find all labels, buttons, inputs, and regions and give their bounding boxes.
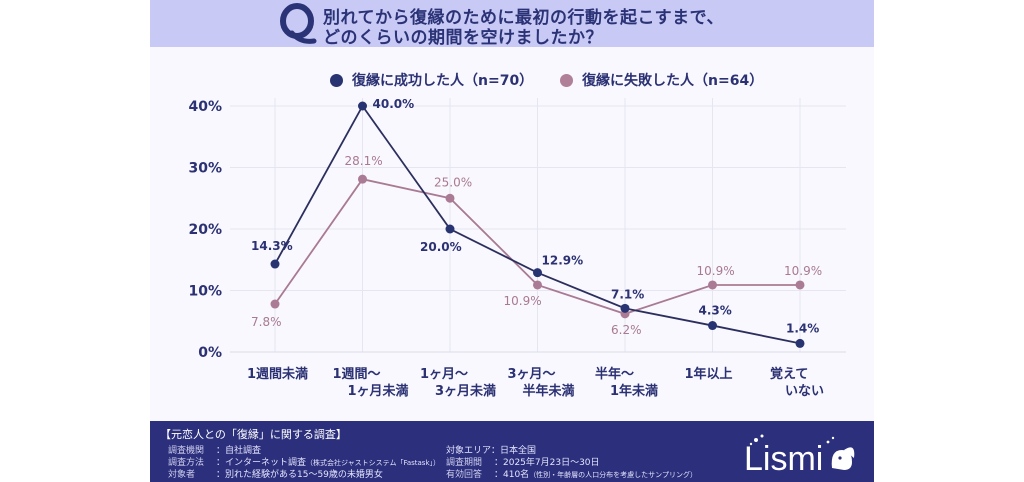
question-header: 別れてから復縁のために最初の行動を起こすまで、 どのくらいの期間を空けましたか？ bbox=[150, 0, 874, 48]
info-value: ：自社調査 bbox=[216, 446, 262, 456]
success-data-point bbox=[533, 268, 542, 278]
y-tick-label: 0% bbox=[198, 345, 222, 361]
failure-data-label: 25.0% bbox=[434, 175, 472, 189]
success-data-point bbox=[270, 259, 280, 269]
failure-data-point bbox=[358, 174, 367, 184]
survey-info-responses: 有効回答 ：410名（性別・年齢層の人口分布を考慮したサンプリング） bbox=[446, 467, 697, 480]
info-label: 調査期間 bbox=[446, 458, 483, 468]
info-label: 有効回答 bbox=[446, 470, 483, 480]
info-label: 対象エリア bbox=[446, 446, 492, 456]
failure-data-point bbox=[270, 299, 280, 309]
x-tick-label: 1週間未満 bbox=[247, 366, 308, 382]
failure-data-label: 10.9% bbox=[784, 264, 822, 278]
success-data-label: 14.3% bbox=[251, 239, 293, 253]
title-line-1: 別れてから復縁のために最初の行動を起こすまで、 bbox=[323, 8, 724, 28]
failure-data-label: 28.1% bbox=[345, 154, 383, 168]
info-value: ：インターネット調査 bbox=[216, 458, 307, 468]
legend-marker-success bbox=[330, 73, 343, 87]
success-data-label: 1.4% bbox=[786, 321, 819, 335]
failure-data-point bbox=[708, 280, 717, 290]
info-value: ：2025年7月23日〜30日 bbox=[494, 458, 600, 468]
x-tick-label: 1年未満 bbox=[610, 383, 658, 399]
info-note: （株式会社ジャストシステム「Fastask」） bbox=[306, 459, 441, 467]
failure-data-point bbox=[445, 193, 455, 203]
survey-info-footer: 【元恋人との「復縁」に関する調査】 調査機関 ：自社調査 調査方法 ：インターネット… bbox=[150, 421, 874, 482]
infographic-card: 別れてから復縁のために最初の行動を起こすまで、 どのくらいの期間を空けましたか？… bbox=[150, 0, 874, 482]
x-tick-label: 覚えて bbox=[769, 366, 808, 382]
legend-label-failure: 復縁に失敗した人（n=64） bbox=[582, 73, 764, 89]
y-tick-label: 30% bbox=[188, 161, 222, 177]
chart-legend: 復縁に成功した人（n=70） 復縁に失敗した人（n=64） bbox=[330, 70, 785, 91]
x-tick-label: 1週間〜 bbox=[333, 367, 381, 382]
failure-data-label: 10.9% bbox=[504, 294, 542, 308]
success-data-label: 20.0% bbox=[420, 240, 462, 254]
x-tick-label: 3ヶ月未満 bbox=[435, 383, 496, 399]
survey-info-period: 調査期間 ：2025年7月23日〜30日 bbox=[446, 455, 600, 468]
x-tick-label: 半年未満 bbox=[523, 383, 575, 399]
lismio-logo: Lismi bbox=[744, 434, 855, 478]
x-tick-label: 1ヶ月未満 bbox=[348, 383, 409, 399]
survey-title: 【元恋人との「復縁」に関する調査】 bbox=[160, 428, 347, 441]
survey-info-target: 対象者 ：別れた経験がある15〜59歳の未婚男女 bbox=[168, 467, 383, 480]
x-tick-label: 半年〜 bbox=[595, 366, 634, 382]
logo-text: Lismi bbox=[744, 440, 823, 478]
survey-info-method: 調査方法 ：インターネット調査（株式会社ジャストシステム「Fastask」） bbox=[168, 455, 440, 468]
y-tick-label: 40% bbox=[188, 99, 222, 115]
success-data-point bbox=[358, 101, 367, 111]
x-tick-label: 3ヶ月〜 bbox=[508, 367, 556, 382]
success-data-point bbox=[795, 338, 805, 348]
y-tick-label: 10% bbox=[188, 284, 222, 300]
survey-info-area: 対象エリア：日本全国 bbox=[446, 443, 536, 456]
success-data-label: 7.1% bbox=[611, 287, 644, 301]
failure-data-label: 7.8% bbox=[251, 315, 282, 329]
x-tick-label: 1年以上 bbox=[685, 366, 733, 382]
legend-item-success: 復縁に成功した人（n=70） bbox=[330, 70, 533, 90]
success-data-point bbox=[620, 303, 630, 313]
y-tick-label: 20% bbox=[188, 222, 222, 238]
legend-label-success: 復縁に成功した人（n=70） bbox=[352, 73, 534, 89]
success-data-label: 4.3% bbox=[699, 304, 732, 318]
x-tick-label: 1ヶ月〜 bbox=[420, 367, 468, 382]
success-data-point bbox=[445, 224, 455, 234]
title-line-2: どのくらいの期間を空けましたか？ bbox=[323, 28, 603, 48]
success-data-label: 12.9% bbox=[542, 254, 584, 268]
failure-data-point bbox=[533, 280, 542, 290]
legend-item-failure: 復縁に失敗した人（n=64） bbox=[560, 70, 763, 90]
info-note: （性別・年齢層の人口分布を考慮したサンプリング） bbox=[529, 471, 697, 479]
line-chart: 0% 10% 20% 30% 40% 1週間未満 1週間〜1ヶ月未満 1ヶ月〜3ヶ月未満 3ヶ月… bbox=[188, 97, 846, 399]
info-label: 対象者 bbox=[168, 470, 196, 480]
info-label: 調査方法 bbox=[168, 458, 205, 468]
info-value: ：別れた経験がある15〜59歳の未婚男女 bbox=[216, 470, 383, 480]
failure-data-label: 6.2% bbox=[611, 323, 642, 337]
success-data-point bbox=[708, 321, 717, 331]
failure-data-point bbox=[795, 280, 805, 290]
legend-marker-failure bbox=[560, 73, 574, 87]
survey-info-org: 調査機関 ：自社調査 bbox=[168, 443, 261, 456]
q-icon bbox=[280, 3, 317, 44]
info-value: ：410名 bbox=[494, 470, 530, 480]
info-value: ：日本全国 bbox=[491, 446, 537, 456]
x-tick-label: いない bbox=[785, 384, 824, 399]
failure-data-label: 10.9% bbox=[697, 264, 735, 278]
info-label: 調査機関 bbox=[168, 446, 205, 456]
success-data-label: 40.0% bbox=[373, 97, 415, 111]
